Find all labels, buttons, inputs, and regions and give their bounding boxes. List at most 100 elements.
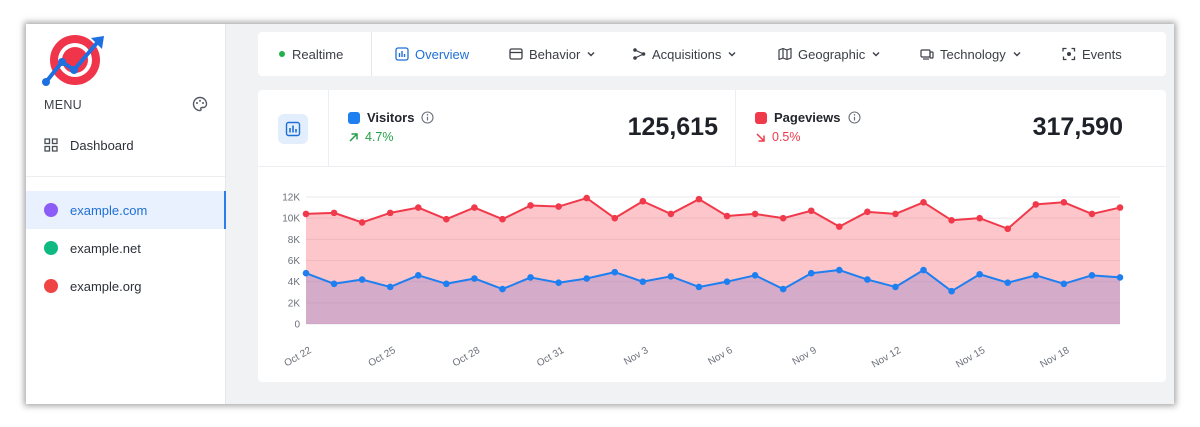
visitors-line [305, 269, 1121, 293]
visitors-point[interactable] [499, 285, 506, 293]
pageviews-point[interactable] [471, 204, 478, 211]
visitors-point[interactable] [443, 280, 450, 288]
visitors-point[interactable] [1004, 279, 1012, 287]
visitors-point[interactable] [695, 283, 703, 291]
chart-type-button[interactable] [278, 114, 308, 144]
sidebar-item-label: example.net [70, 240, 141, 256]
pageviews-point[interactable] [611, 214, 619, 222]
tab-behavior[interactable]: Behavior [509, 32, 596, 76]
sidebar-item-example-org[interactable]: example.org [26, 267, 226, 305]
site-favicon-icon [44, 203, 58, 217]
pageviews-point[interactable] [807, 207, 815, 215]
pageviews-point[interactable] [1032, 201, 1040, 208]
pageviews-point[interactable] [1004, 225, 1012, 233]
visitors-point[interactable] [948, 287, 955, 295]
sidebar-item-dashboard[interactable]: Dashboard [26, 130, 225, 160]
x-tick-label: Nov 6 [706, 345, 735, 368]
visitors-point[interactable] [386, 283, 394, 291]
pageviews-point[interactable] [583, 194, 590, 202]
visitors-point[interactable] [555, 279, 562, 287]
visitors-point[interactable] [471, 275, 478, 282]
pageviews-point[interactable] [555, 203, 562, 210]
pageviews-point[interactable] [920, 198, 927, 206]
card-divider [258, 166, 1166, 167]
pageviews-point[interactable] [751, 210, 759, 218]
tab-label: Acquisitions [652, 46, 722, 62]
pageviews-point[interactable] [386, 209, 394, 217]
pageviews-point[interactable] [499, 215, 506, 223]
tab-technology[interactable]: Technology [920, 32, 1022, 76]
visitors-point[interactable] [779, 285, 787, 293]
info-icon[interactable] [847, 111, 861, 124]
pageviews-point[interactable] [639, 197, 647, 205]
pageviews-point[interactable] [667, 210, 675, 218]
visitors-point[interactable] [807, 269, 815, 277]
focus-icon [1062, 47, 1076, 61]
window-icon [509, 48, 523, 60]
tab-overview[interactable]: Overview [395, 32, 469, 76]
visitors-point[interactable] [302, 269, 310, 277]
visitors-point[interactable] [667, 273, 675, 280]
pageviews-point[interactable] [976, 214, 983, 222]
palette-icon[interactable] [192, 96, 208, 112]
x-tick-label: Oct 25 [367, 345, 398, 369]
visitors-point[interactable] [976, 270, 983, 278]
x-tick-label: Nov 3 [622, 345, 651, 368]
pageviews-legend-swatch [755, 111, 767, 124]
visitors-point[interactable] [1088, 272, 1096, 279]
chevron-down-icon [728, 52, 736, 57]
visitors-point[interactable] [864, 276, 871, 283]
sidebar-item-example-net[interactable]: example.net [26, 229, 226, 267]
tab-label: Events [1082, 46, 1122, 62]
y-tick-label: 6K [288, 256, 301, 267]
pageviews-point[interactable] [527, 202, 534, 209]
info-icon[interactable] [421, 111, 435, 124]
tab-geographic[interactable]: Geographic [778, 32, 881, 76]
pageviews-point[interactable] [1088, 210, 1096, 218]
share-nodes-icon [633, 48, 646, 60]
x-tick-label: Nov 15 [954, 345, 987, 371]
change-value: 4.7% [365, 130, 394, 144]
visitors-point[interactable] [639, 278, 647, 285]
sidebar: MENU Dashboard example.com example.net [26, 24, 226, 404]
pageviews-point[interactable] [723, 212, 731, 220]
visitors-change: 4.7% [348, 130, 394, 144]
sidebar-item-example-com[interactable]: example.com [26, 191, 226, 229]
tab-acquisitions[interactable]: Acquisitions [632, 32, 737, 76]
pageviews-point[interactable] [864, 208, 871, 216]
visitors-point[interactable] [723, 278, 731, 285]
pageviews-point[interactable] [414, 204, 422, 211]
visitors-point[interactable] [892, 283, 899, 291]
pageviews-metric-label[interactable]: Pageviews [755, 110, 861, 125]
pageviews-point[interactable] [302, 210, 310, 218]
visitors-point[interactable] [751, 272, 759, 279]
pageviews-point[interactable] [443, 215, 450, 223]
visitors-point[interactable] [330, 280, 338, 288]
pageviews-point[interactable] [330, 209, 338, 217]
visitors-point[interactable] [358, 276, 366, 283]
pageviews-point[interactable] [836, 223, 843, 230]
pageviews-point[interactable] [1060, 198, 1068, 206]
visitors-point[interactable] [414, 272, 422, 279]
visitors-point[interactable] [583, 275, 590, 282]
pageviews-point[interactable] [948, 216, 955, 224]
pageviews-point[interactable] [695, 195, 703, 203]
sidebar-divider [26, 176, 225, 177]
visitors-point[interactable] [1032, 272, 1040, 279]
pageviews-point[interactable] [1116, 204, 1124, 211]
visitors-metric-label[interactable]: Visitors [348, 110, 435, 125]
tab-events[interactable]: Events [1062, 32, 1122, 76]
tab-realtime[interactable]: Realtime [278, 32, 343, 76]
x-tick-label: Oct 28 [451, 345, 482, 369]
visitors-point[interactable] [836, 266, 843, 274]
pageviews-point[interactable] [892, 210, 899, 218]
visitors-point[interactable] [920, 266, 927, 274]
pageviews-point[interactable] [779, 214, 787, 222]
visitors-point[interactable] [1060, 280, 1068, 288]
pageviews-point[interactable] [358, 219, 366, 226]
visitors-point[interactable] [611, 268, 619, 276]
visitors-point[interactable] [527, 274, 534, 281]
visitors-point[interactable] [1116, 274, 1124, 281]
pageviews-line [305, 197, 1121, 230]
x-tick-label: Oct 22 [282, 345, 313, 369]
